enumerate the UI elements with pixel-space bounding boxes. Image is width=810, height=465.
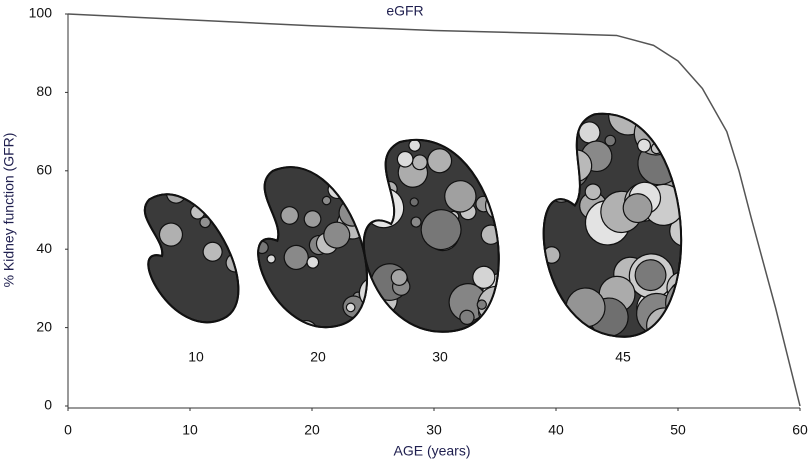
y-tick-label: 100 — [29, 5, 53, 21]
y-tick-label: 0 — [44, 397, 52, 413]
x-tick-label: 0 — [64, 422, 72, 438]
kidney — [143, 183, 257, 337]
x-axis-label: AGE (years) — [393, 443, 470, 459]
x-tick-label: 60 — [792, 422, 808, 438]
x-tick-label: 30 — [426, 422, 442, 438]
y-tick-label: 80 — [36, 83, 52, 99]
kidney — [230, 150, 386, 344]
series-label: eGFR — [386, 3, 423, 19]
kidney-label: 10 — [188, 349, 204, 365]
egfr-line — [67, 13, 801, 407]
kidney — [352, 126, 515, 333]
x-tick-label: 40 — [548, 422, 564, 438]
y-tick-label: 60 — [36, 162, 52, 178]
y-tick-label: 20 — [36, 318, 52, 334]
x-tick-label: 10 — [182, 422, 198, 438]
kidney — [535, 108, 689, 342]
kidney-label: 30 — [432, 349, 448, 365]
y-axis-label: % Kidney function (GFR) — [1, 133, 17, 288]
kidney-label: 20 — [310, 349, 326, 365]
x-tick-label: 50 — [670, 422, 686, 438]
x-tick-label: 20 — [304, 422, 320, 438]
kidney-label: 45 — [615, 349, 631, 365]
y-tick-label: 40 — [36, 240, 52, 256]
